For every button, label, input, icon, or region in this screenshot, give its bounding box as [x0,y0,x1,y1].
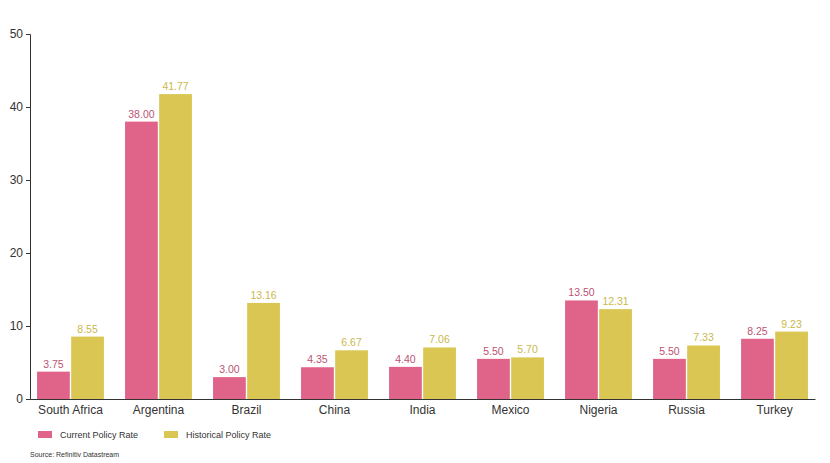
bar [213,377,246,399]
data-label: 8.55 [77,323,98,335]
data-label: 7.06 [429,333,450,345]
tick-label: Argentina [133,403,185,417]
tick: 50 [10,27,30,41]
tick: Brazil [231,403,261,417]
tick: Mexico [491,403,529,417]
legend-swatch [164,431,178,438]
tick: Nigeria [580,403,618,417]
data-label: 12.31 [602,295,628,307]
tick-label: Nigeria [580,403,618,417]
bar [687,345,720,399]
tick: 10 [10,319,30,333]
tick-label: 10 [10,319,24,333]
tick-mark [26,180,30,181]
bar [389,367,422,399]
annotation: Source: Refinitiv Datastream [30,451,119,458]
tick-label: 30 [10,173,24,187]
tick: Turkey [756,403,792,417]
tick-mark [26,107,30,108]
tick-label: 50 [10,27,24,41]
tick: Argentina [133,403,185,417]
legend-label: Historical Policy Rate [186,430,271,440]
bar [125,122,158,399]
bar [775,332,808,399]
data-label: 5.70 [517,343,538,355]
axis-line [26,35,31,400]
tick: India [409,403,435,417]
bar [37,372,70,399]
axis-line [31,399,816,400]
data-labels: 3.75 38.00 3.00 4.35 4.40 5.50 13.50 5.50 8.25 8.… [43,80,802,375]
bar [741,339,774,399]
data-label: 4.40 [395,353,416,365]
tick-label: 0 [16,392,23,406]
bar [247,303,280,399]
tick-label: Turkey [756,403,792,417]
chart: 3.75 38.00 3.00 4.35 4.40 5.50 13.50 5.50 8.25 8.… [0,0,830,463]
bar [423,347,456,399]
bar [159,94,192,399]
tick-label: 20 [10,246,24,260]
tick-label: Brazil [231,403,261,417]
bar [477,359,510,399]
bar [301,367,334,399]
tick-label: South Africa [38,403,103,417]
tick: 30 [10,173,30,187]
tick-mark [26,399,30,400]
data-label: 38.00 [128,108,154,120]
tick: 0 [16,392,30,406]
legend-swatch [38,431,52,438]
legend: Current Policy Rate Historical Policy Rat… [38,430,271,440]
tick-label: Mexico [491,403,529,417]
tick-label: 40 [10,100,24,114]
tick-label: India [409,403,435,417]
tick: Russia [668,403,705,417]
tick-label: China [319,403,351,417]
legend-item: Current Policy Rate [38,430,138,440]
tick: China [319,403,351,417]
data-label: 4.35 [307,353,328,365]
tick-mark [26,253,30,254]
data-label: 7.33 [693,331,714,343]
bar [565,300,598,399]
tick: 20 [10,246,30,260]
data-label: 13.50 [568,286,594,298]
legend-item: Historical Policy Rate [164,430,271,440]
data-label: 41.77 [162,80,188,92]
tick-mark [26,326,30,327]
tick-mark [26,34,30,35]
y-axis: 0 10 20 30 40 50 [10,27,31,406]
bars [37,94,808,399]
data-label: 8.25 [747,325,768,337]
data-label: 3.00 [219,363,240,375]
bar [599,309,632,399]
data-label: 9.23 [781,318,802,330]
data-label: 5.50 [483,345,504,357]
bar [71,337,104,399]
bar [653,359,686,399]
data-label: 5.50 [659,345,680,357]
data-label: 6.67 [341,336,362,348]
x-axis: South Africa Argentina Brazil China India Mex… [31,400,816,417]
bar [511,357,544,399]
data-label: 3.75 [43,358,64,370]
tick: South Africa [38,403,103,417]
legend-label: Current Policy Rate [60,430,138,440]
plot: 3.75 38.00 3.00 4.35 4.40 5.50 13.50 5.50 8.25 8.… [10,27,816,416]
data-label: 13.16 [250,289,276,301]
tick: 40 [10,100,30,114]
bar [335,350,368,399]
tick-label: Russia [668,403,705,417]
